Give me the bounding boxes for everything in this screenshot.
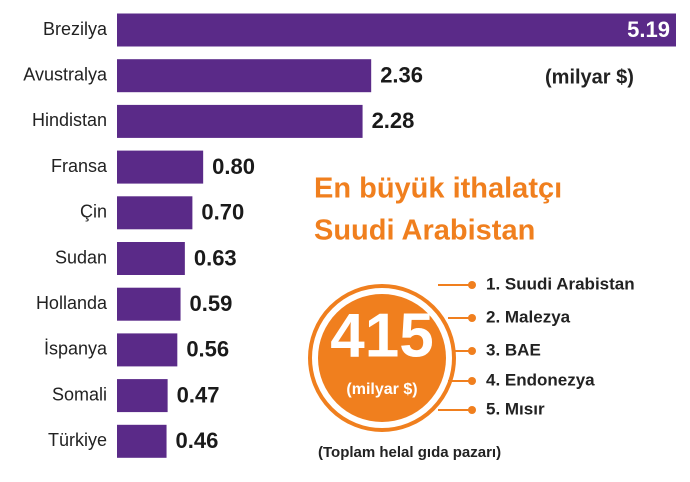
callout-total: 415	[330, 301, 433, 370]
callout-title: Suudi Arabistan	[314, 215, 535, 247]
category-label: Hollanda	[36, 293, 108, 313]
ranking-item: 3. BAE	[486, 340, 541, 359]
bar	[117, 424, 167, 458]
bar	[117, 379, 168, 413]
category-label: Hindistan	[32, 110, 107, 130]
ranking-item: 4. Endonezya	[486, 370, 595, 389]
callout-circle	[318, 294, 446, 422]
bar	[117, 287, 181, 321]
ranking-item: 2. Malezya	[486, 307, 571, 326]
category-label: Brezilya	[43, 19, 108, 39]
bar	[117, 333, 178, 367]
callout-title: En büyük ithalatçı	[314, 173, 562, 205]
value-label: 2.36	[380, 63, 423, 88]
callout-unit: (milyar $)	[346, 381, 417, 398]
bar	[117, 104, 363, 138]
value-label: 2.28	[372, 108, 415, 133]
bar	[117, 13, 676, 47]
value-label: 0.47	[177, 382, 220, 407]
value-label: 0.56	[186, 337, 229, 362]
bullet	[468, 314, 476, 322]
bar	[117, 196, 193, 230]
ranking-list: 1. Suudi Arabistan 2. Malezya 3. BAE 4. End…	[438, 274, 635, 418]
unit-label: (milyar $)	[545, 66, 634, 88]
bullet	[468, 281, 476, 289]
value-label: 0.70	[201, 200, 244, 225]
category-label: Çin	[80, 202, 107, 222]
bullet	[468, 377, 476, 385]
bullet	[468, 347, 476, 355]
value-label: 0.59	[190, 291, 233, 316]
bar	[117, 242, 185, 275]
category-label: Sudan	[55, 247, 107, 267]
callout-note: (Toplam helal gıda pazarı)	[318, 444, 501, 461]
ranking-item: 5. Mısır	[486, 399, 545, 418]
category-label: Somali	[52, 384, 107, 404]
callout-ring	[308, 284, 456, 432]
category-label: Fransa	[51, 156, 108, 176]
value-label: 5.19	[627, 17, 670, 42]
category-label: Türkiye	[48, 430, 107, 450]
value-label: 0.80	[212, 154, 255, 179]
value-label: 0.46	[176, 428, 219, 453]
ranking-item: 1. Suudi Arabistan	[486, 274, 635, 293]
bar	[117, 59, 372, 93]
category-label: Avustralya	[23, 64, 108, 84]
category-label: İspanya	[44, 339, 108, 359]
bullet	[468, 406, 476, 414]
bar	[117, 150, 204, 184]
value-label: 0.63	[194, 245, 237, 270]
